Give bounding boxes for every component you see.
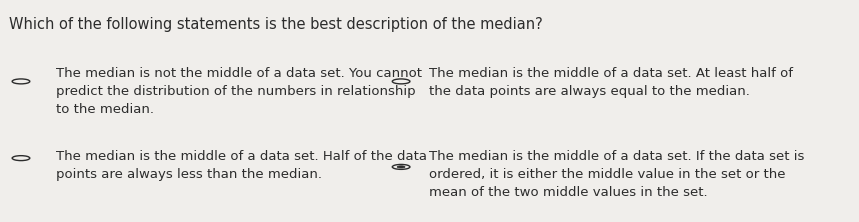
Text: The median is the middle of a data set. At least half of
the data points are alw: The median is the middle of a data set. … bbox=[429, 67, 793, 98]
Circle shape bbox=[397, 166, 405, 168]
Text: The median is not the middle of a data set. You cannot
predict the distribution : The median is not the middle of a data s… bbox=[56, 67, 423, 116]
Text: The median is the middle of a data set. Half of the data
points are always less : The median is the middle of a data set. … bbox=[56, 151, 427, 181]
Text: The median is the middle of a data set. If the data set is
ordered, it is either: The median is the middle of a data set. … bbox=[429, 151, 804, 199]
Text: Which of the following statements is the best description of the median?: Which of the following statements is the… bbox=[9, 17, 543, 32]
